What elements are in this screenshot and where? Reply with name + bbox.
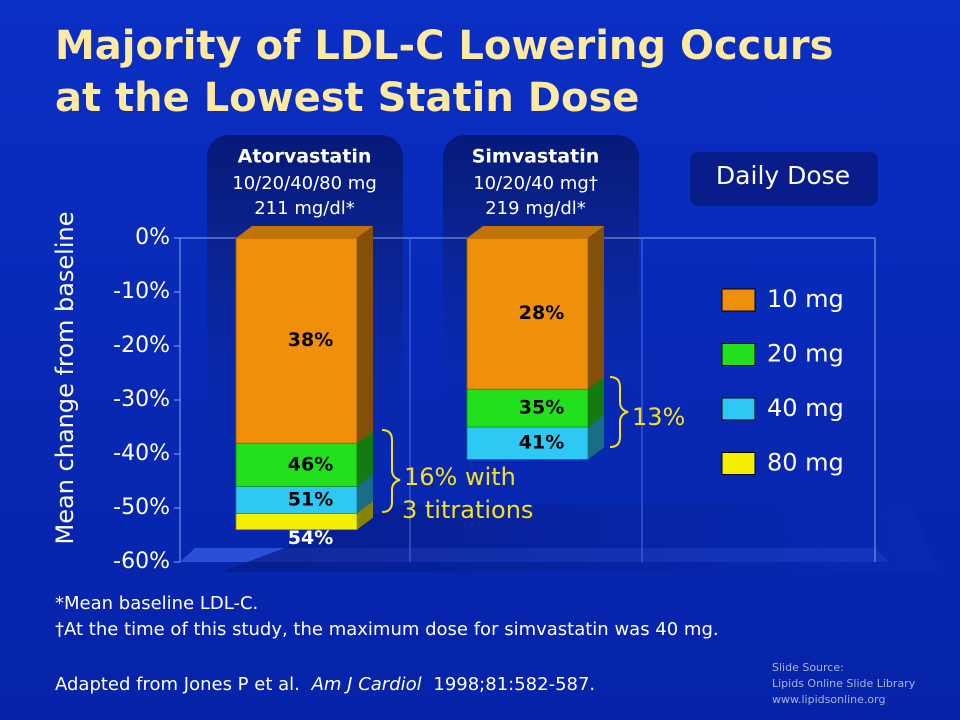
citation-prefix: Adapted from Jones P et al. bbox=[55, 674, 300, 695]
source-line: www.lipidsonline.org bbox=[772, 693, 885, 706]
y-tick-label: -30% bbox=[113, 387, 170, 412]
citation: Adapted from Jones P et al. Am J Cardiol… bbox=[55, 674, 595, 695]
bar-side bbox=[588, 226, 604, 390]
y-axis-label: Mean change from baseline bbox=[51, 212, 79, 545]
bar-top bbox=[236, 226, 373, 238]
annotation: 13% bbox=[632, 403, 685, 431]
brace bbox=[609, 376, 629, 448]
title-line: Majority of LDL-C Lowering Occurs bbox=[55, 23, 833, 69]
y-tick-label: -40% bbox=[113, 441, 170, 466]
citation-journal: Am J Cardiol bbox=[311, 674, 422, 695]
category-note: 219 mg/dl* bbox=[485, 198, 586, 219]
legend-title: Daily Dose bbox=[716, 161, 850, 190]
annotation: 3 titrations bbox=[402, 496, 533, 524]
category-note: 10/20/40/80 mg bbox=[232, 173, 377, 194]
footnote: *Mean baseline LDL-C. bbox=[55, 593, 258, 614]
bar-side bbox=[357, 226, 373, 444]
citation-details: 1998;81:582-587. bbox=[433, 674, 595, 695]
legend-title-box bbox=[690, 152, 878, 206]
legend-label: 20 mg bbox=[767, 340, 844, 368]
bar-top bbox=[467, 226, 604, 238]
brace bbox=[381, 429, 401, 513]
value-label: 54% bbox=[288, 527, 333, 549]
legend-label: 40 mg bbox=[767, 394, 844, 422]
legend-label: 10 mg bbox=[767, 285, 844, 313]
source-line: Lipids Online Slide Library bbox=[772, 677, 916, 690]
legend-swatch bbox=[721, 397, 756, 421]
category-note: 10/20/40 mg† bbox=[473, 173, 598, 194]
value-label: 28% bbox=[519, 302, 564, 324]
y-tick-label: 0% bbox=[135, 225, 170, 250]
value-label: 35% bbox=[519, 397, 564, 419]
source-line: Slide Source: bbox=[772, 661, 844, 674]
y-tick-label: -10% bbox=[113, 279, 170, 304]
y-tick-label: -60% bbox=[113, 549, 170, 574]
floor-shadow bbox=[220, 505, 940, 572]
bar bbox=[466, 237, 589, 390]
footnote: †At the time of this study, the maximum … bbox=[55, 619, 719, 640]
annotation: 16% with bbox=[404, 463, 516, 491]
bar bbox=[235, 237, 358, 444]
category-label: Simvastatin bbox=[472, 146, 600, 168]
value-label: 46% bbox=[288, 453, 333, 475]
legend-swatch bbox=[721, 288, 756, 312]
category-note: 211 mg/dl* bbox=[254, 198, 355, 219]
legend-swatch bbox=[721, 452, 756, 475]
title-line: at the Lowest Statin Dose bbox=[55, 75, 639, 121]
value-label: 38% bbox=[288, 329, 333, 351]
y-tick-label: -50% bbox=[113, 495, 170, 520]
legend-label: 80 mg bbox=[767, 449, 844, 477]
value-label: 51% bbox=[288, 488, 333, 510]
legend-swatch bbox=[721, 343, 756, 366]
value-label: 41% bbox=[519, 432, 564, 454]
y-tick-label: -20% bbox=[113, 333, 170, 358]
category-label: Atorvastatin bbox=[238, 146, 372, 168]
